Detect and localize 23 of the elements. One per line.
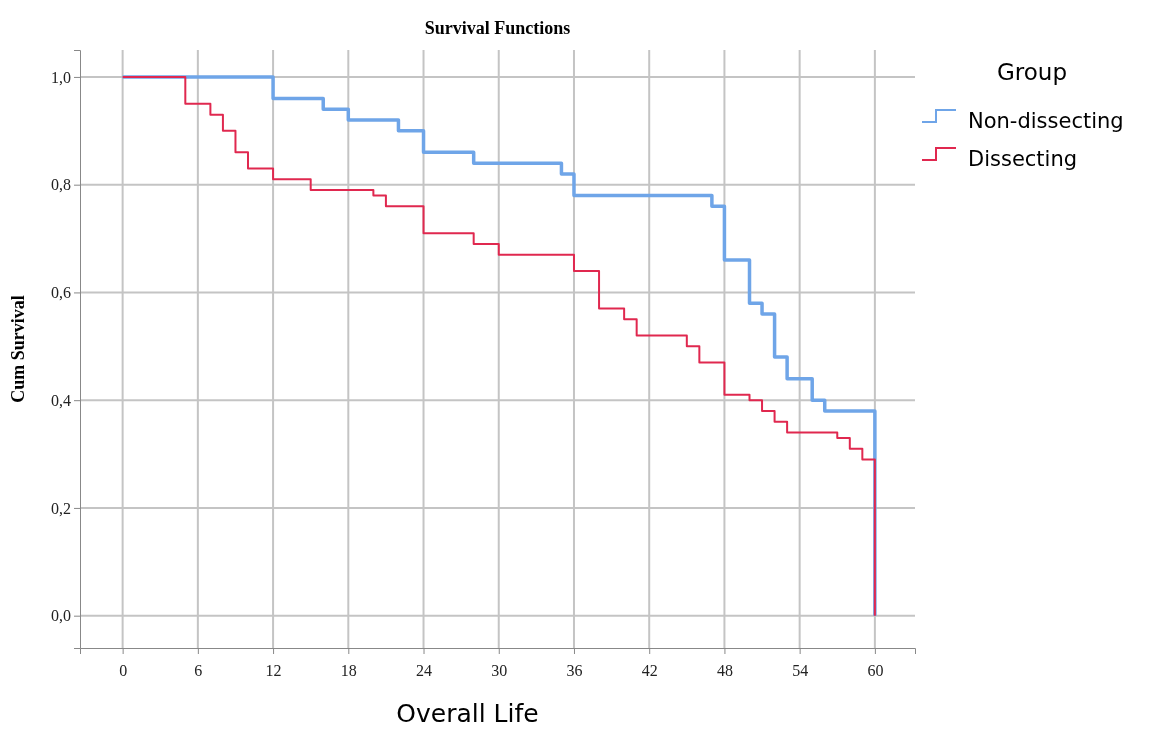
legend-label: Non-dissecting (968, 109, 1124, 133)
y-tick-label: 0,8 (51, 176, 71, 194)
legend-title: Group (996, 59, 1068, 85)
x-tick-label: 48 (716, 662, 733, 680)
x-tick-label: 0 (119, 662, 128, 680)
x-tick-label: 60 (867, 662, 884, 680)
x-tick-label: 24 (416, 662, 433, 680)
y-axis-title: Cum Survival (8, 295, 28, 403)
y-tick-label: 0,2 (51, 499, 71, 517)
x-tick-label: 42 (641, 662, 658, 680)
y-tick-label: 0,0 (51, 607, 71, 625)
legend-label: Dissecting (968, 147, 1078, 171)
x-tick-label: 6 (194, 662, 203, 680)
x-axis-title: Overall Life (396, 699, 539, 728)
y-tick-label: 1,0 (51, 68, 71, 86)
x-tick-label: 54 (792, 662, 809, 680)
x-tick-label: 30 (491, 662, 508, 680)
x-tick-label: 36 (566, 662, 583, 680)
x-tick-label: 18 (340, 662, 357, 680)
y-tick-label: 0,4 (51, 391, 71, 409)
chart-title: Survival Functions (424, 18, 571, 38)
x-tick-label: 12 (265, 662, 282, 680)
y-tick-label: 0,6 (51, 284, 71, 302)
